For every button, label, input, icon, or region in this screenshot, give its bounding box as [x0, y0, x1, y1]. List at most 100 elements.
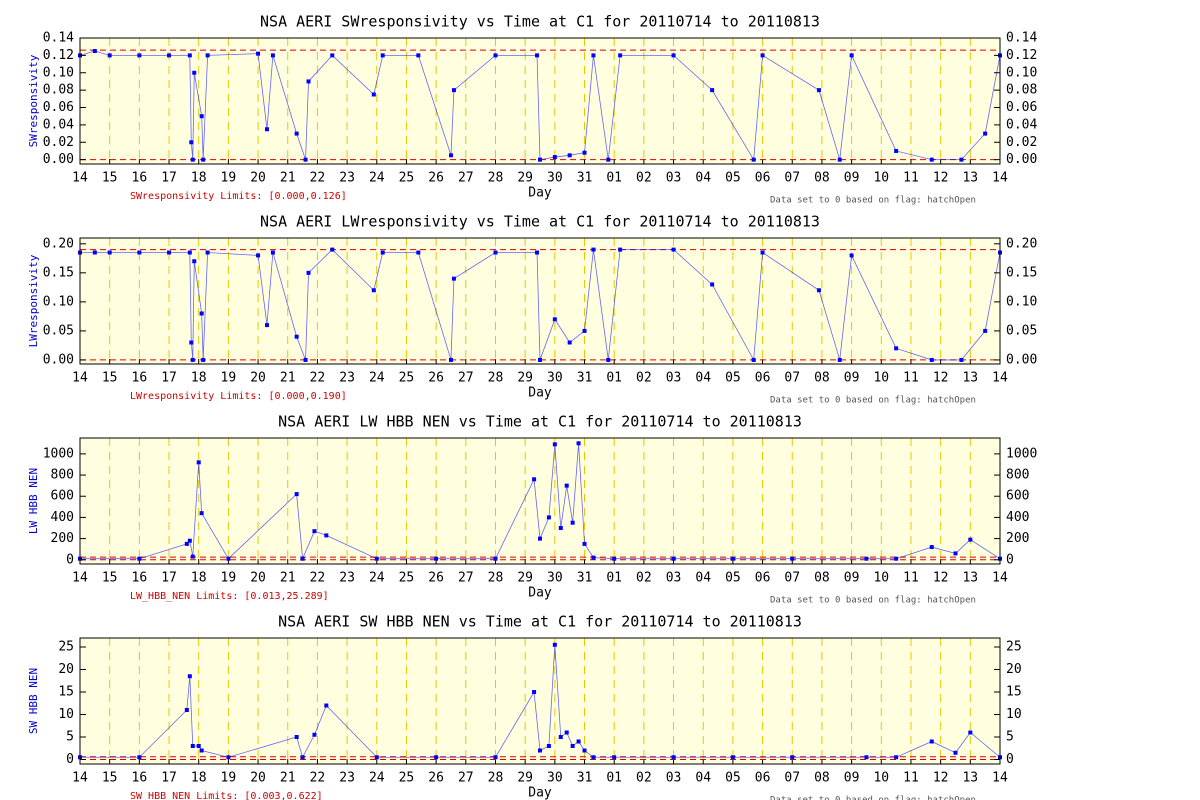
data-point [493, 53, 498, 58]
x-tick-label: 04 [695, 171, 711, 186]
data-point [380, 250, 385, 255]
x-tick-label: 10 [873, 571, 889, 586]
data-point [864, 556, 869, 561]
data-point [137, 53, 142, 58]
data-point [226, 755, 231, 760]
y-tick-label-right: 0 [1006, 552, 1014, 567]
data-point [312, 529, 317, 534]
plot-frame [79, 37, 1001, 165]
x-tick-label: 13 [962, 571, 978, 586]
y-tick-label: 0.10 [43, 294, 74, 309]
data-point [256, 51, 261, 56]
x-tick-label: 12 [933, 171, 949, 186]
limits-annotation: LW_HBB_NEN Limits: [0.013,25.289] [130, 591, 329, 602]
x-tick-label: 31 [577, 771, 593, 786]
y-tick-label-right: 15 [1006, 685, 1022, 700]
x-tick-label: 23 [339, 371, 355, 386]
data-point [196, 744, 201, 748]
y-axis-label: SWresponsivity [27, 54, 40, 147]
y-tick-label: 20 [58, 662, 74, 677]
y-tick-label-right: 20 [1006, 662, 1022, 677]
x-tick-label: 08 [814, 571, 830, 586]
x-tick-label: 11 [903, 371, 919, 386]
x-tick-label: 05 [725, 171, 741, 186]
data-point [205, 53, 210, 58]
x-tick-label: 12 [933, 571, 949, 586]
y-tick-label-right: 25 [1006, 640, 1022, 655]
flag-note: Data set to 0 based on flag: hatchOpen [770, 596, 976, 606]
x-tick-label: 12 [933, 371, 949, 386]
data-point [192, 70, 197, 75]
x-tick-label: 01 [606, 771, 622, 786]
y-tick-label: 0 [66, 752, 74, 767]
x-tick-label: 24 [369, 771, 385, 786]
data-point [929, 739, 934, 744]
x-tick-label: 27 [458, 171, 474, 186]
y-tick-label-right: 0.10 [1006, 65, 1037, 80]
data-point [582, 328, 587, 333]
data-point [532, 477, 537, 482]
x-tick-label: 25 [399, 771, 415, 786]
x-tick-label: 03 [666, 771, 682, 786]
data-point [199, 311, 204, 316]
data-point [959, 357, 964, 362]
data-point [196, 460, 201, 465]
data-point [790, 556, 795, 561]
x-tick-label: 30 [547, 571, 563, 586]
data-point [582, 748, 587, 753]
data-point [137, 556, 142, 561]
data-point [959, 157, 964, 162]
x-tick-label: 02 [636, 171, 652, 186]
x-tick-label: 27 [458, 571, 474, 586]
data-point [849, 53, 854, 58]
data-point [532, 690, 537, 694]
x-tick-label: 26 [428, 171, 444, 186]
x-tick-label: 21 [280, 771, 296, 786]
x-tick-label: 22 [310, 771, 326, 786]
data-point [983, 131, 988, 136]
y-tick-label: 200 [51, 531, 74, 546]
x-tick-label: 20 [250, 771, 266, 786]
x-tick-label: 09 [844, 771, 860, 786]
data-point [816, 88, 821, 93]
x-tick-label: 31 [577, 571, 593, 586]
y-tick-label: 25 [58, 640, 74, 655]
data-point [190, 157, 195, 162]
x-tick-label: 10 [873, 771, 889, 786]
data-point [612, 556, 617, 561]
limits-annotation: LWresponsivity Limits: [0.000,0.190] [130, 391, 347, 402]
x-axis-label: Day [528, 586, 552, 601]
flag-note: Data set to 0 based on flag: hatchOpen [770, 396, 976, 406]
x-tick-label: 22 [310, 571, 326, 586]
y-tick-label-right: 600 [1006, 489, 1029, 504]
x-tick-label: 14 [72, 771, 88, 786]
x-tick-label: 28 [488, 571, 504, 586]
x-tick-label: 24 [369, 171, 385, 186]
x-tick-label: 23 [339, 571, 355, 586]
x-axis-label: Day [528, 186, 552, 201]
data-point [538, 357, 542, 362]
x-tick-label: 31 [577, 371, 593, 386]
x-tick-label: 20 [250, 171, 266, 186]
data-point [837, 157, 842, 162]
data-point [189, 340, 194, 345]
x-tick-label: 05 [725, 571, 741, 586]
y-tick-label-right: 0.12 [1006, 48, 1037, 63]
x-tick-label: 26 [428, 771, 444, 786]
x-tick-label: 09 [844, 371, 860, 386]
x-axis-label: Day [528, 786, 552, 800]
x-tick-label: 28 [488, 171, 504, 186]
data-point [448, 357, 453, 362]
x-tick-label: 14 [992, 371, 1008, 386]
data-point [434, 755, 439, 760]
y-tick-label-right: 0.06 [1006, 100, 1037, 115]
y-tick-label: 0.00 [43, 152, 74, 167]
x-tick-label: 27 [458, 371, 474, 386]
x-tick-label: 19 [221, 771, 237, 786]
plot-background [80, 38, 1000, 164]
data-point [199, 511, 204, 516]
y-tick-label-right: 0.02 [1006, 135, 1037, 150]
x-tick-label: 03 [666, 171, 682, 186]
x-tick-label: 02 [636, 371, 652, 386]
x-tick-label: 28 [488, 371, 504, 386]
